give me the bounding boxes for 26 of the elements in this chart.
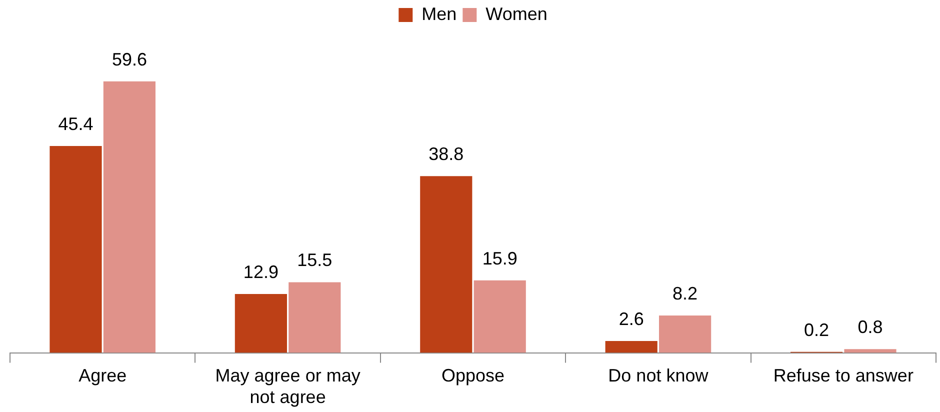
data-label: 15.9 [482,248,518,268]
data-label: 45.4 [58,114,94,134]
bar [103,81,156,353]
x-tick-label: May agree or may not agree [215,366,360,408]
bar [659,315,712,353]
data-label: 38.8 [428,144,464,164]
x-tick-label: Oppose [441,366,505,386]
data-label: 12.9 [243,262,278,282]
bar [234,294,287,353]
data-label: 8.2 [672,283,698,304]
x-tick-label: Do not know [608,366,710,386]
data-label: 0.2 [804,320,830,340]
x-tick-label: Refuse to answer [773,366,914,386]
data-label: 2.6 [618,308,644,329]
x-tick-label: Agree [78,366,127,386]
bar [844,349,896,353]
legend-label: Men [422,4,457,24]
legend-label: Women [486,4,548,24]
bar [420,176,472,353]
bar [50,146,102,353]
data-label: 59.6 [112,49,147,70]
data-label: 15.5 [297,250,332,270]
bar [605,340,658,353]
bar [474,280,526,353]
bar [288,282,341,353]
data-label: 0.8 [858,317,883,338]
